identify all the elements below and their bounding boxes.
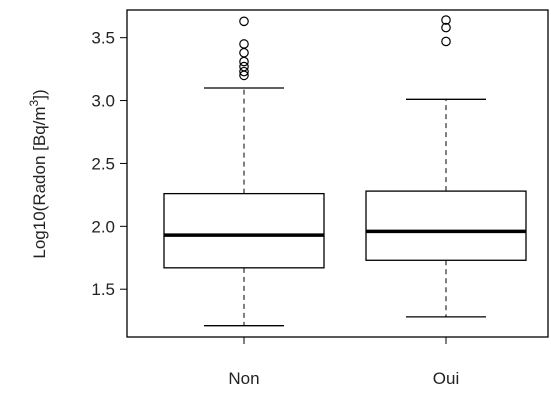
y-axis-title-suffix: ]): [30, 89, 49, 99]
y-tick-label: 3.5: [91, 29, 115, 48]
x-tick-label: Non: [228, 369, 259, 388]
y-axis-ticks: 1.5 2.0 2.5 3.0 3.5: [91, 29, 127, 299]
x-tick-label: Oui: [433, 369, 459, 388]
y-axis-title-superscript: 3: [27, 99, 41, 106]
outlier-point: [441, 22, 451, 33]
box-series: [163, 15, 527, 327]
outlier-point: [239, 56, 249, 67]
y-tick-label: 1.5: [91, 280, 115, 299]
y-tick-label: 3.0: [91, 92, 115, 111]
y-tick-label: 2.5: [91, 154, 115, 173]
y-tick-label: 2.0: [91, 217, 115, 236]
box-oui: [365, 15, 527, 318]
outlier-point: [239, 61, 249, 72]
outlier-point: [239, 47, 249, 58]
iqr-box: [365, 190, 527, 261]
outlier-point: [239, 16, 249, 27]
box-non: [163, 16, 325, 327]
x-axis-labels: Non Oui: [228, 337, 459, 388]
plot-frame: [126, 9, 549, 338]
y-axis-title-main: Log10(Radon [Bq/m: [30, 106, 49, 258]
outlier-point: [441, 36, 451, 47]
outlier-point: [441, 15, 451, 25]
iqr-box: [163, 192, 325, 269]
outlier-point: [239, 39, 249, 49]
outlier-point: [239, 66, 249, 77]
y-axis-title: Log10(Radon [Bq/m3]): [27, 89, 49, 258]
